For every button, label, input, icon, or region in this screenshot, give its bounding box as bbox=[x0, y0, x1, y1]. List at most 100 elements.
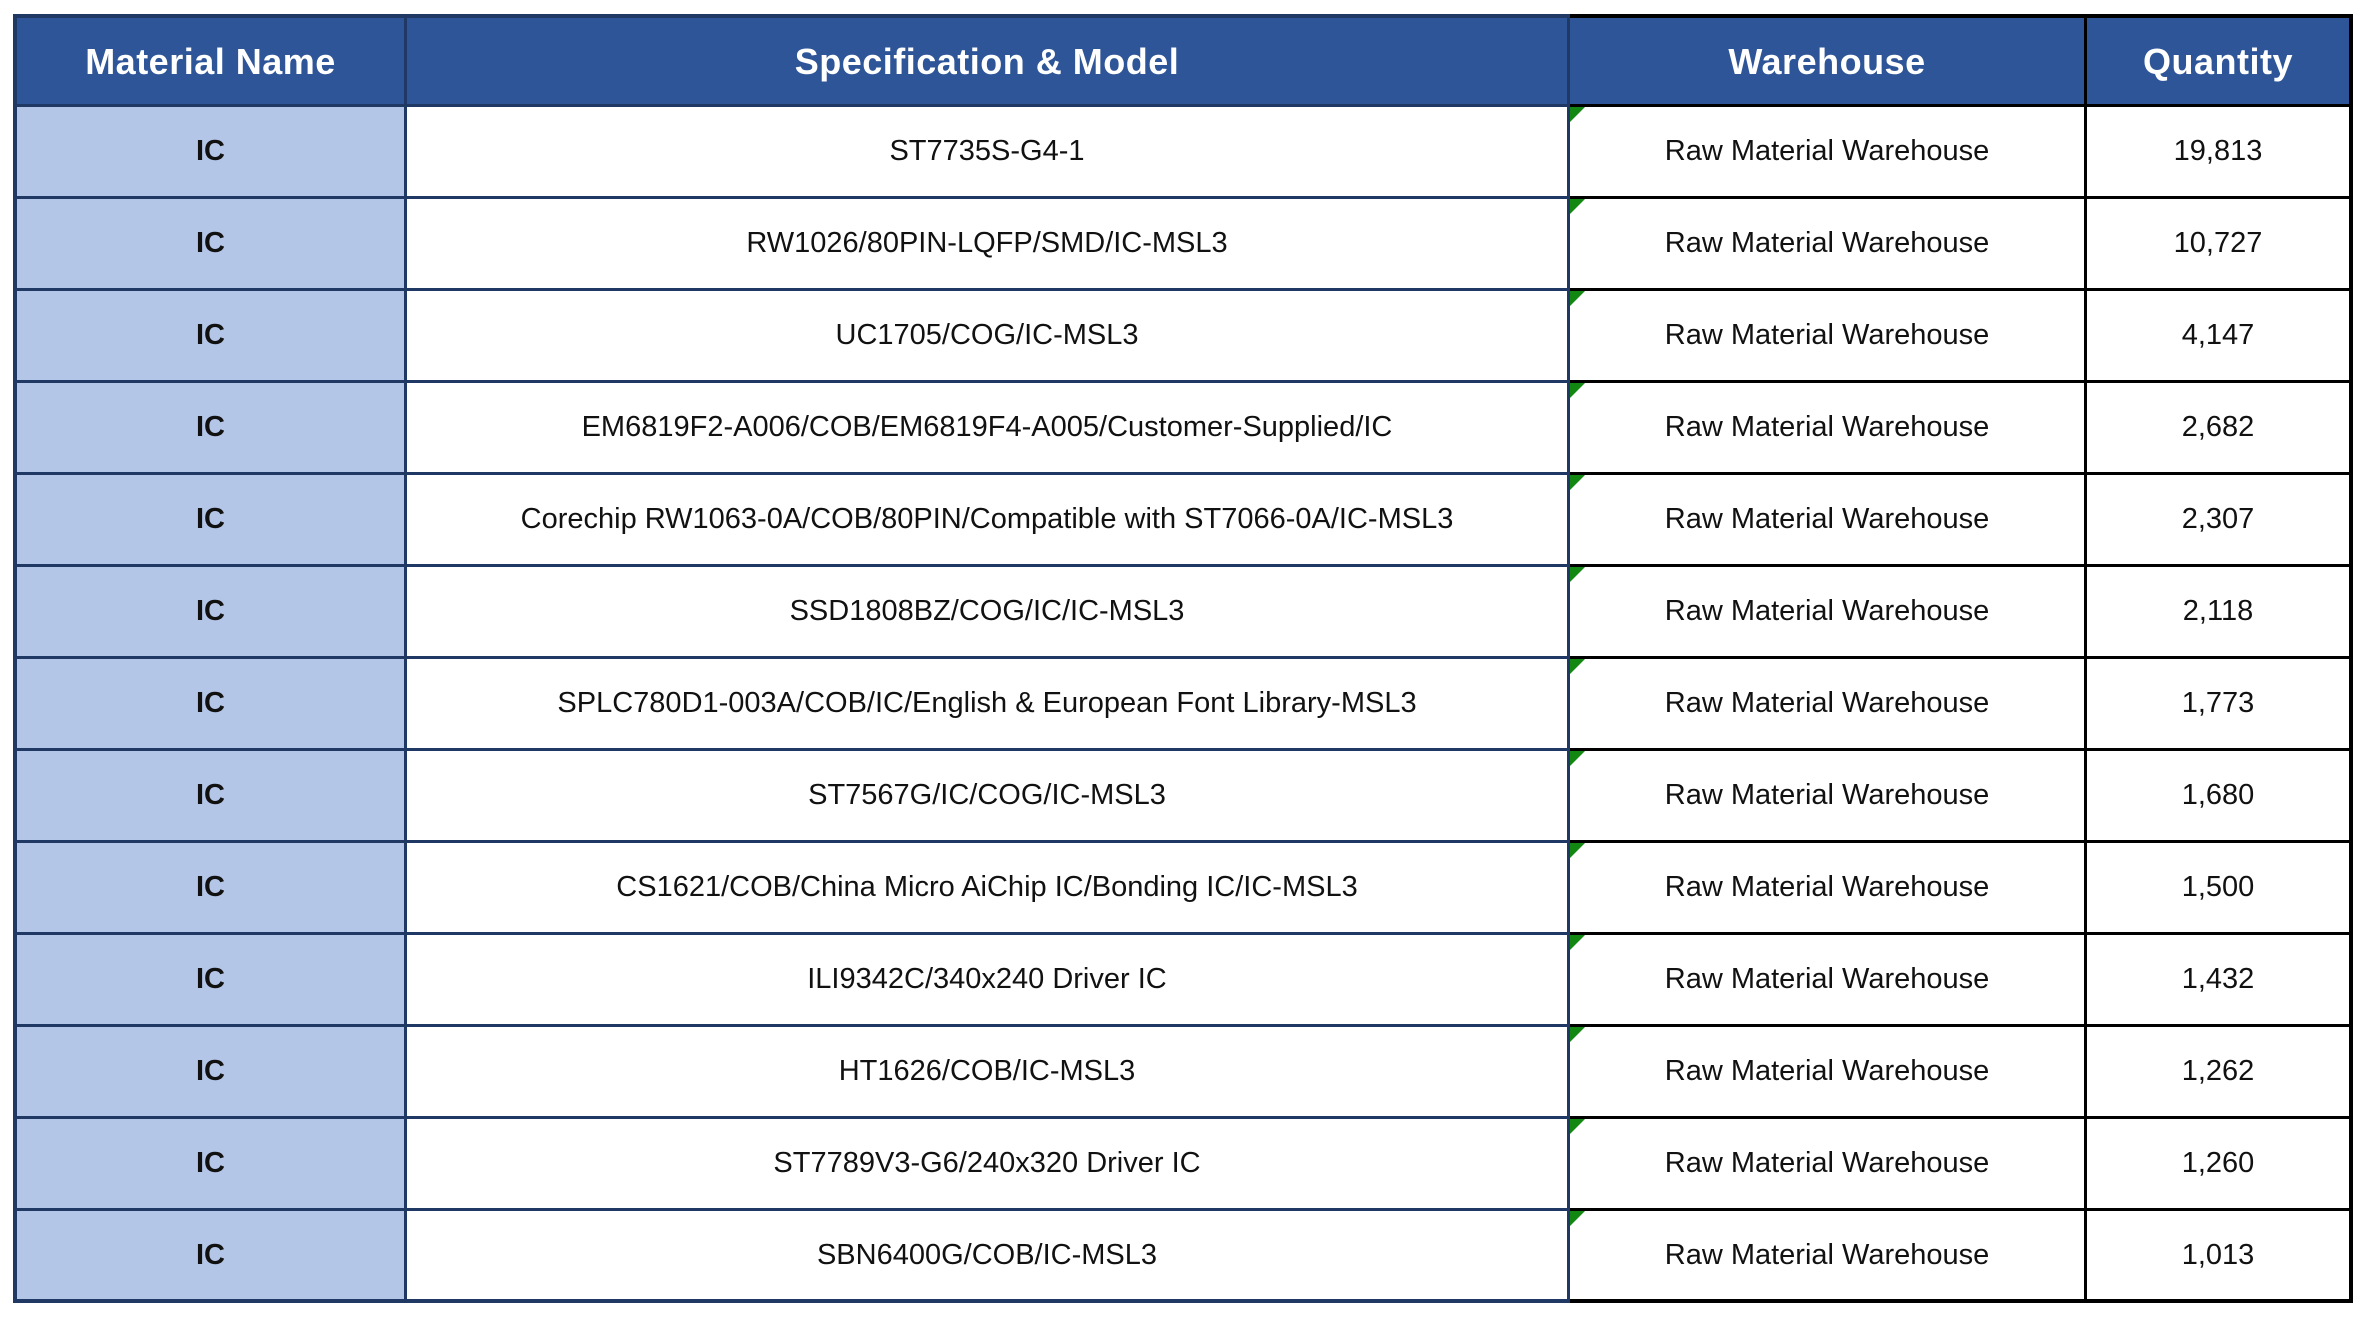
specification-model-cell[interactable]: CS1621/COB/China Micro AiChip IC/Bonding… bbox=[407, 843, 1570, 935]
specification-model-cell[interactable]: SSD1808BZ/COG/IC/IC-MSL3 bbox=[407, 567, 1570, 659]
quantity-cell[interactable]: 2,307 bbox=[2087, 475, 2353, 567]
warehouse-text: Raw Material Warehouse bbox=[1664, 687, 1990, 720]
quantity-cell[interactable]: 1,680 bbox=[2087, 751, 2353, 843]
quantity-cell[interactable]: 1,773 bbox=[2087, 659, 2353, 751]
material-name-text: IC bbox=[196, 503, 225, 536]
warehouse-cell[interactable]: Raw Material Warehouse bbox=[1570, 475, 2087, 567]
error-indicator-icon bbox=[1570, 567, 1585, 582]
warehouse-cell[interactable]: Raw Material Warehouse bbox=[1570, 751, 2087, 843]
header-warehouse-label: Warehouse bbox=[1728, 40, 1926, 82]
quantity-cell[interactable]: 2,682 bbox=[2087, 383, 2353, 475]
specification-model-text: SPLC780D1-003A/COB/IC/English & European… bbox=[557, 687, 1417, 720]
quantity-text: 2,118 bbox=[2182, 595, 2254, 628]
quantity-text: 1,260 bbox=[2181, 1147, 2255, 1180]
quantity-text: 1,680 bbox=[2181, 779, 2255, 812]
specification-model-text: ST7567G/IC/COG/IC-MSL3 bbox=[808, 779, 1166, 812]
header-quantity[interactable]: Quantity bbox=[2087, 14, 2353, 107]
warehouse-cell[interactable]: Raw Material Warehouse bbox=[1570, 567, 2087, 659]
header-specification-model-label: Specification & Model bbox=[794, 40, 1180, 82]
header-warehouse[interactable]: Warehouse bbox=[1570, 14, 2087, 107]
header-material-name[interactable]: Material Name bbox=[13, 14, 407, 107]
quantity-cell[interactable]: 1,500 bbox=[2087, 843, 2353, 935]
error-indicator-icon bbox=[1570, 291, 1585, 306]
warehouse-text: Raw Material Warehouse bbox=[1664, 1147, 1990, 1180]
material-name-cell[interactable]: IC bbox=[13, 1211, 407, 1303]
warehouse-cell[interactable]: Raw Material Warehouse bbox=[1570, 291, 2087, 383]
quantity-text: 10,727 bbox=[2173, 227, 2263, 260]
error-indicator-icon bbox=[1570, 383, 1585, 398]
quantity-cell[interactable]: 10,727 bbox=[2087, 199, 2353, 291]
quantity-cell[interactable]: 2,118 bbox=[2087, 567, 2353, 659]
material-name-text: IC bbox=[196, 135, 225, 168]
material-name-text: IC bbox=[196, 227, 225, 260]
quantity-text: 4,147 bbox=[2181, 319, 2255, 352]
specification-model-text: Corechip RW1063-0A/COB/80PIN/Compatible … bbox=[520, 503, 1454, 536]
error-indicator-icon bbox=[1570, 1119, 1585, 1134]
header-specification-model[interactable]: Specification & Model bbox=[407, 14, 1570, 107]
error-indicator-icon bbox=[1570, 475, 1585, 490]
material-name-cell[interactable]: IC bbox=[13, 751, 407, 843]
specification-model-cell[interactable]: EM6819F2-A006/COB/EM6819F4-A005/Customer… bbox=[407, 383, 1570, 475]
quantity-text: 1,262 bbox=[2181, 1055, 2255, 1088]
warehouse-cell[interactable]: Raw Material Warehouse bbox=[1570, 1119, 2087, 1211]
warehouse-cell[interactable]: Raw Material Warehouse bbox=[1570, 199, 2087, 291]
material-name-text: IC bbox=[196, 687, 225, 720]
warehouse-text: Raw Material Warehouse bbox=[1664, 779, 1990, 812]
specification-model-cell[interactable]: ST7567G/IC/COG/IC-MSL3 bbox=[407, 751, 1570, 843]
material-name-cell[interactable]: IC bbox=[13, 935, 407, 1027]
quantity-cell[interactable]: 1,260 bbox=[2087, 1119, 2353, 1211]
material-name-text: IC bbox=[196, 595, 225, 628]
material-name-cell[interactable]: IC bbox=[13, 199, 407, 291]
warehouse-text: Raw Material Warehouse bbox=[1664, 319, 1990, 352]
warehouse-cell[interactable]: Raw Material Warehouse bbox=[1570, 843, 2087, 935]
material-name-text: IC bbox=[196, 963, 225, 996]
specification-model-text: UC1705/COG/IC-MSL3 bbox=[835, 319, 1139, 352]
warehouse-text: Raw Material Warehouse bbox=[1664, 963, 1990, 996]
error-indicator-icon bbox=[1570, 1211, 1585, 1226]
specification-model-cell[interactable]: HT1626/COB/IC-MSL3 bbox=[407, 1027, 1570, 1119]
material-name-cell[interactable]: IC bbox=[13, 567, 407, 659]
material-name-cell[interactable]: IC bbox=[13, 383, 407, 475]
specification-model-cell[interactable]: ST7789V3-G6/240x320 Driver IC bbox=[407, 1119, 1570, 1211]
quantity-cell[interactable]: 1,013 bbox=[2087, 1211, 2353, 1303]
warehouse-cell[interactable]: Raw Material Warehouse bbox=[1570, 659, 2087, 751]
specification-model-text: ST7789V3-G6/240x320 Driver IC bbox=[773, 1147, 1201, 1180]
specification-model-cell[interactable]: SBN6400G/COB/IC-MSL3 bbox=[407, 1211, 1570, 1303]
material-name-text: IC bbox=[196, 319, 225, 352]
warehouse-cell[interactable]: Raw Material Warehouse bbox=[1570, 935, 2087, 1027]
material-name-cell[interactable]: IC bbox=[13, 1119, 407, 1211]
warehouse-cell[interactable]: Raw Material Warehouse bbox=[1570, 107, 2087, 199]
specification-model-cell[interactable]: SPLC780D1-003A/COB/IC/English & European… bbox=[407, 659, 1570, 751]
warehouse-cell[interactable]: Raw Material Warehouse bbox=[1570, 1027, 2087, 1119]
quantity-cell[interactable]: 4,147 bbox=[2087, 291, 2353, 383]
specification-model-cell[interactable]: ILI9342C/340x240 Driver IC bbox=[407, 935, 1570, 1027]
material-name-cell[interactable]: IC bbox=[13, 107, 407, 199]
warehouse-cell[interactable]: Raw Material Warehouse bbox=[1570, 1211, 2087, 1303]
material-name-cell[interactable]: IC bbox=[13, 659, 407, 751]
material-name-cell[interactable]: IC bbox=[13, 843, 407, 935]
quantity-text: 19,813 bbox=[2173, 135, 2263, 168]
quantity-cell[interactable]: 1,432 bbox=[2087, 935, 2353, 1027]
specification-model-cell[interactable]: RW1026/80PIN-LQFP/SMD/IC-MSL3 bbox=[407, 199, 1570, 291]
specification-model-cell[interactable]: UC1705/COG/IC-MSL3 bbox=[407, 291, 1570, 383]
material-name-cell[interactable]: IC bbox=[13, 475, 407, 567]
material-name-text: IC bbox=[196, 871, 225, 904]
material-name-text: IC bbox=[196, 411, 225, 444]
specification-model-text: EM6819F2-A006/COB/EM6819F4-A005/Customer… bbox=[581, 411, 1393, 444]
material-name-cell[interactable]: IC bbox=[13, 1027, 407, 1119]
material-name-text: IC bbox=[196, 1147, 225, 1180]
specification-model-text: SSD1808BZ/COG/IC/IC-MSL3 bbox=[789, 595, 1185, 628]
specification-model-text: SBN6400G/COB/IC-MSL3 bbox=[816, 1238, 1158, 1271]
header-quantity-label: Quantity bbox=[2142, 40, 2293, 82]
specification-model-cell[interactable]: ST7735S-G4-1 bbox=[407, 107, 1570, 199]
warehouse-text: Raw Material Warehouse bbox=[1664, 411, 1990, 444]
material-name-cell[interactable]: IC bbox=[13, 291, 407, 383]
quantity-cell[interactable]: 19,813 bbox=[2087, 107, 2353, 199]
specification-model-text: ST7735S-G4-1 bbox=[889, 135, 1085, 168]
warehouse-cell[interactable]: Raw Material Warehouse bbox=[1570, 383, 2087, 475]
quantity-cell[interactable]: 1,262 bbox=[2087, 1027, 2353, 1119]
quantity-text: 1,773 bbox=[2181, 687, 2255, 720]
error-indicator-icon bbox=[1570, 843, 1585, 858]
specification-model-cell[interactable]: Corechip RW1063-0A/COB/80PIN/Compatible … bbox=[407, 475, 1570, 567]
warehouse-text: Raw Material Warehouse bbox=[1664, 227, 1990, 260]
